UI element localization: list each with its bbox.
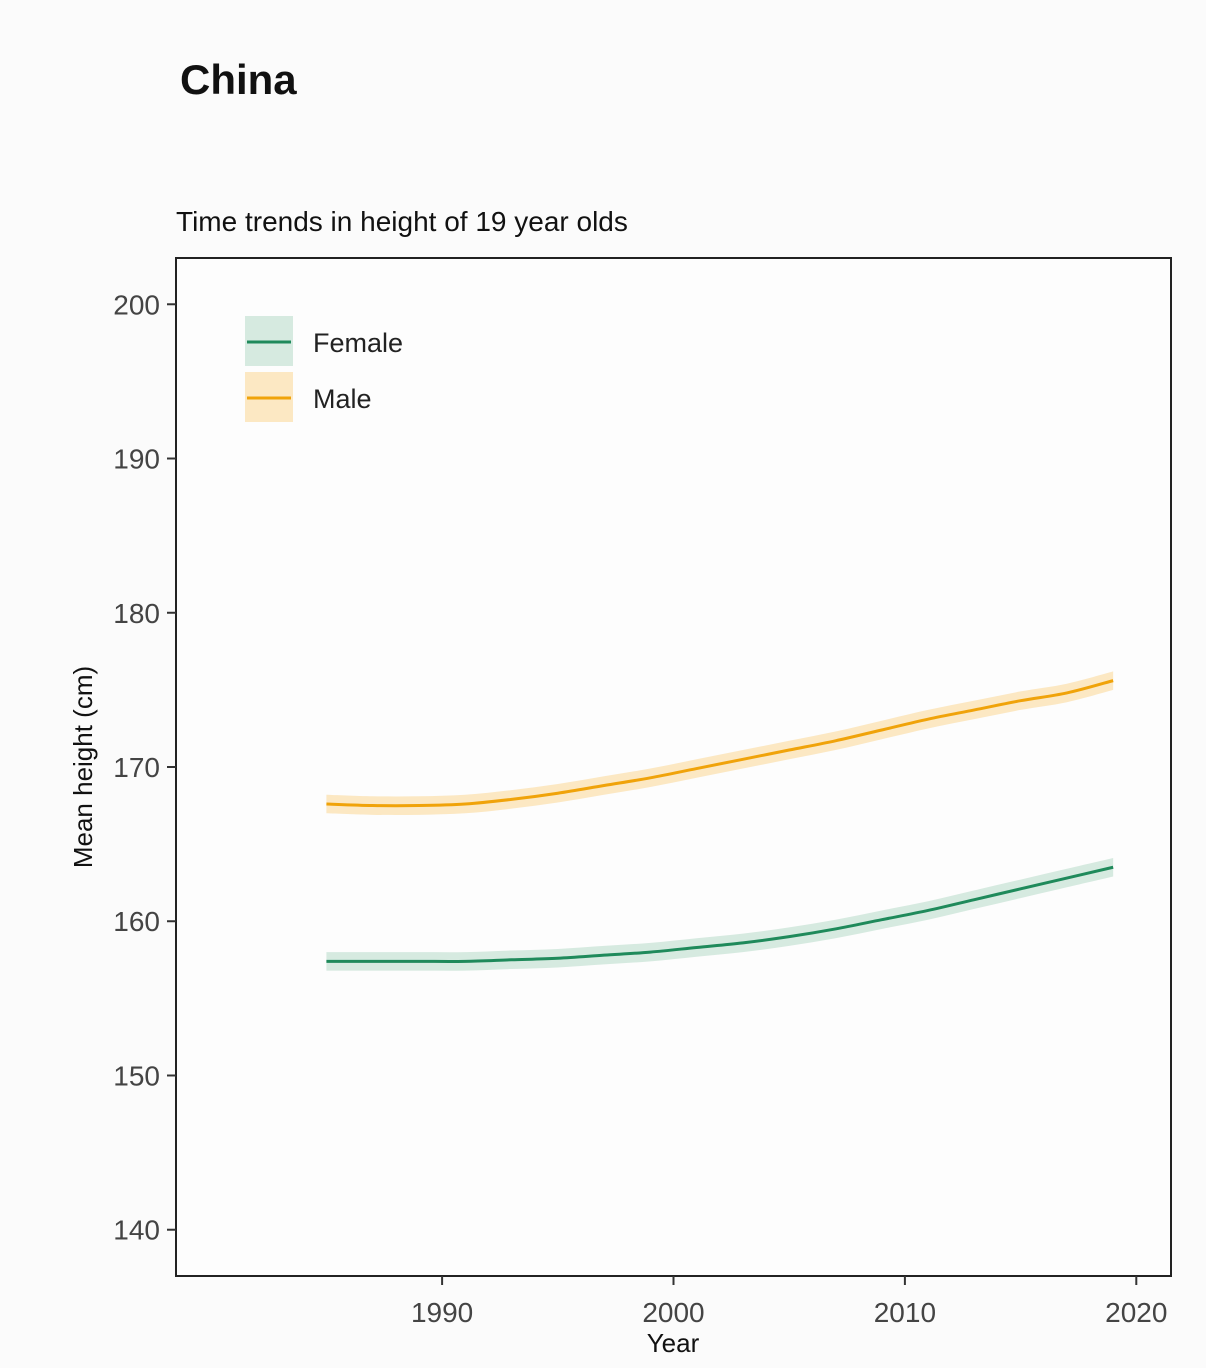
y-tick-label: 190 <box>113 444 160 475</box>
band-male <box>326 671 1114 816</box>
legend-label-male: Male <box>313 384 372 414</box>
legend: Female Male <box>245 316 403 422</box>
y-tick-label: 170 <box>113 752 160 783</box>
x-tick-label: 1990 <box>411 1297 473 1328</box>
y-axis: 140 150 160 170 180 190 200 <box>113 289 176 1246</box>
band-female <box>326 858 1114 971</box>
x-tick-label: 2020 <box>1105 1297 1167 1328</box>
x-tick-label: 2010 <box>874 1297 936 1328</box>
x-axis: 1990 2000 2010 2020 <box>411 1276 1167 1328</box>
page-heading: China <box>180 56 297 103</box>
line-female <box>326 865 1114 963</box>
y-tick-label: 140 <box>113 1215 160 1246</box>
legend-key-female <box>245 316 293 366</box>
y-tick-label: 180 <box>113 598 160 629</box>
legend-label-female: Female <box>313 328 403 358</box>
confidence-bands <box>326 671 1114 971</box>
line-male <box>326 679 1114 808</box>
legend-key-male <box>245 372 293 422</box>
y-axis-title: Mean height (cm) <box>68 666 98 868</box>
x-tick-label: 2000 <box>642 1297 704 1328</box>
y-tick-label: 150 <box>113 1060 160 1091</box>
y-tick-label: 200 <box>113 289 160 320</box>
y-tick-label: 160 <box>113 906 160 937</box>
chart-title: Time trends in height of 19 year olds <box>176 206 628 237</box>
x-axis-title: Year <box>647 1328 700 1358</box>
series-lines <box>326 679 1114 963</box>
